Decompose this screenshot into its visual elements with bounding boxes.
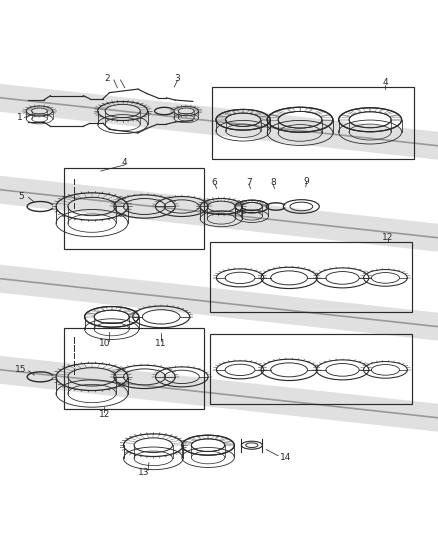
Text: 11: 11: [155, 338, 167, 348]
Bar: [210, 334, 412, 405]
Text: 7: 7: [246, 178, 252, 187]
Text: 1: 1: [17, 113, 23, 122]
Text: 15: 15: [15, 365, 27, 374]
Text: 9: 9: [304, 176, 310, 185]
Text: 2: 2: [105, 74, 110, 83]
Bar: [64, 168, 204, 249]
Bar: [210, 243, 412, 312]
Bar: [212, 87, 414, 159]
Bar: [64, 328, 204, 409]
Text: 3: 3: [174, 74, 180, 83]
Text: 4: 4: [383, 78, 388, 87]
Text: 6: 6: [212, 178, 218, 187]
Text: 13: 13: [138, 468, 149, 477]
Text: 5: 5: [18, 192, 24, 201]
Text: 4: 4: [122, 158, 127, 167]
Text: 8: 8: [270, 178, 276, 187]
Text: 10: 10: [99, 338, 110, 348]
Text: 12: 12: [99, 410, 110, 419]
Text: 14: 14: [280, 453, 291, 462]
Text: 12: 12: [382, 232, 393, 241]
